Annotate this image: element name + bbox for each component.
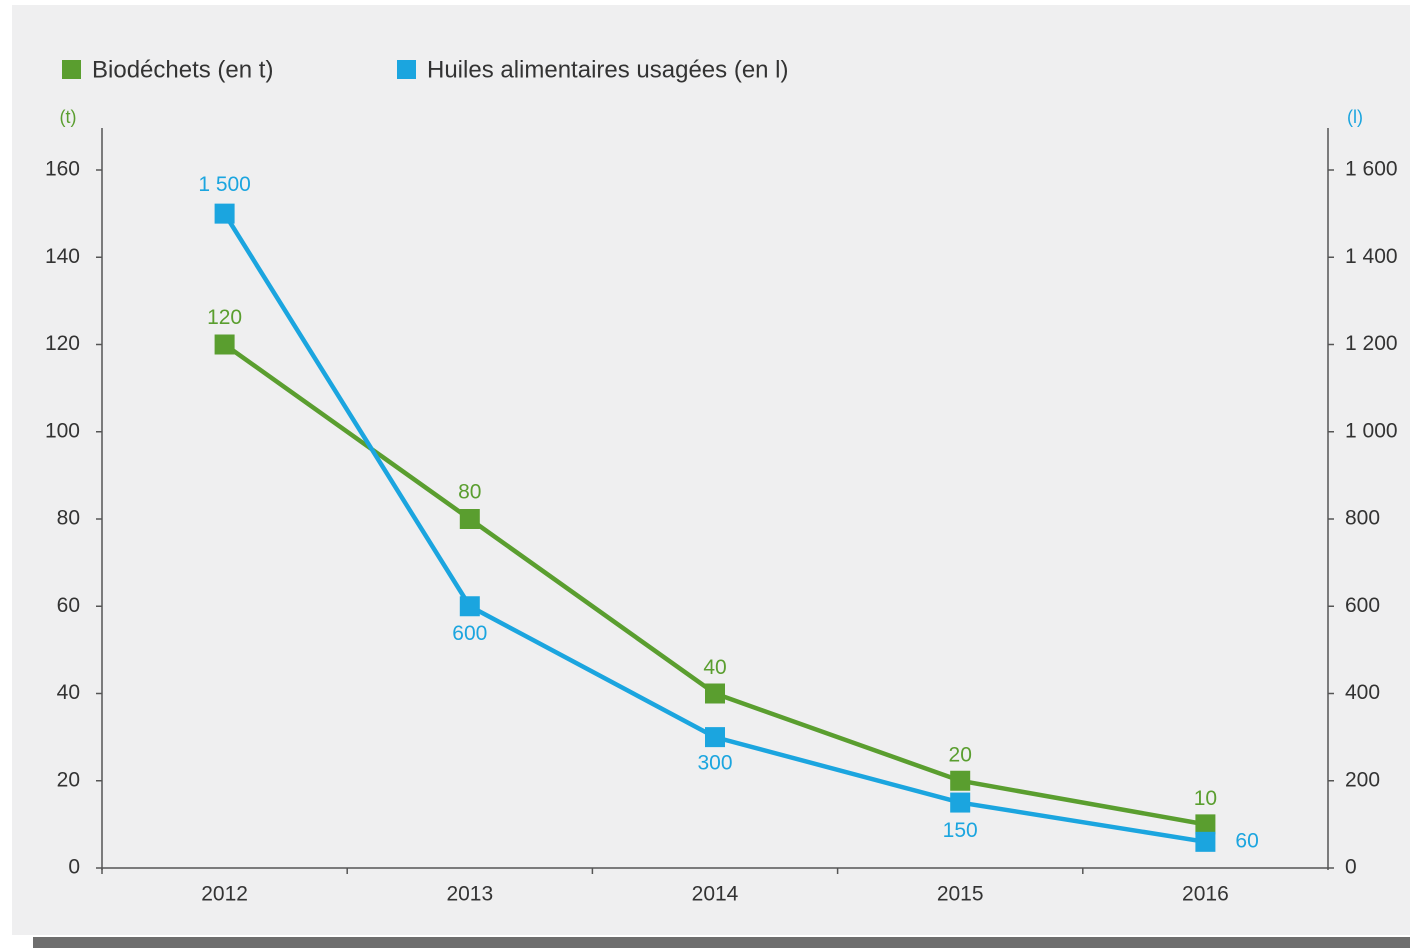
x-tick-label: 2015: [937, 883, 984, 906]
marker: [950, 792, 971, 813]
y2-tick-label: 400: [1345, 681, 1380, 704]
marker: [1195, 831, 1216, 852]
y2-axis-unit: (l): [1347, 107, 1363, 127]
y-axis-unit: (t): [60, 107, 77, 127]
data-label: 20: [949, 743, 972, 766]
y2-tick-label: 1 600: [1345, 158, 1398, 181]
marker: [459, 509, 480, 529]
x-tick-label: 2016: [1182, 883, 1229, 906]
background: [12, 5, 1410, 935]
marker: [214, 334, 235, 355]
data-label: 300: [697, 752, 732, 775]
marker: [1195, 814, 1216, 835]
x-tick-label: 2014: [692, 883, 739, 906]
x-tick-label: 2012: [201, 883, 248, 906]
legend-swatch: [397, 60, 416, 79]
y-tick-label: 80: [57, 507, 80, 530]
marker: [214, 203, 235, 224]
data-label: 10: [1194, 787, 1217, 810]
marker: [950, 770, 971, 791]
y-tick-label: 120: [45, 332, 80, 355]
y2-tick-label: 200: [1345, 768, 1380, 791]
y2-tick-label: 800: [1345, 507, 1380, 530]
y2-tick-label: 1 400: [1345, 245, 1398, 268]
marker: [459, 596, 480, 617]
data-label: 1 500: [198, 173, 251, 196]
legend-swatch: [62, 60, 81, 79]
data-label: 600: [452, 622, 487, 645]
bottom-bar: [33, 937, 1410, 948]
marker: [705, 683, 725, 704]
y2-tick-label: 1 000: [1345, 419, 1398, 442]
data-label: 150: [943, 819, 978, 842]
y2-tick-label: 0: [1345, 856, 1357, 879]
y-tick-label: 140: [45, 245, 80, 268]
y-tick-label: 0: [68, 856, 80, 879]
data-label: 120: [207, 306, 242, 329]
y-tick-label: 20: [57, 768, 80, 791]
y-tick-label: 100: [45, 419, 80, 442]
marker: [705, 727, 725, 748]
y-tick-label: 160: [45, 158, 80, 181]
legend-label: Biodéchets (en t): [92, 56, 273, 83]
legend: Biodéchets (en t) Huiles alimentaires usa…: [62, 56, 789, 83]
data-label: 80: [458, 481, 481, 504]
legend-label: Huiles alimentaires usagées (en l): [427, 56, 789, 83]
y2-tick-label: 600: [1345, 594, 1380, 617]
y-tick-label: 60: [57, 594, 80, 617]
x-tick-label: 2013: [446, 883, 493, 906]
data-label: 60: [1235, 829, 1258, 852]
data-label: 40: [703, 656, 726, 679]
y2-tick-label: 1 200: [1345, 332, 1398, 355]
y-tick-label: 40: [57, 681, 80, 704]
